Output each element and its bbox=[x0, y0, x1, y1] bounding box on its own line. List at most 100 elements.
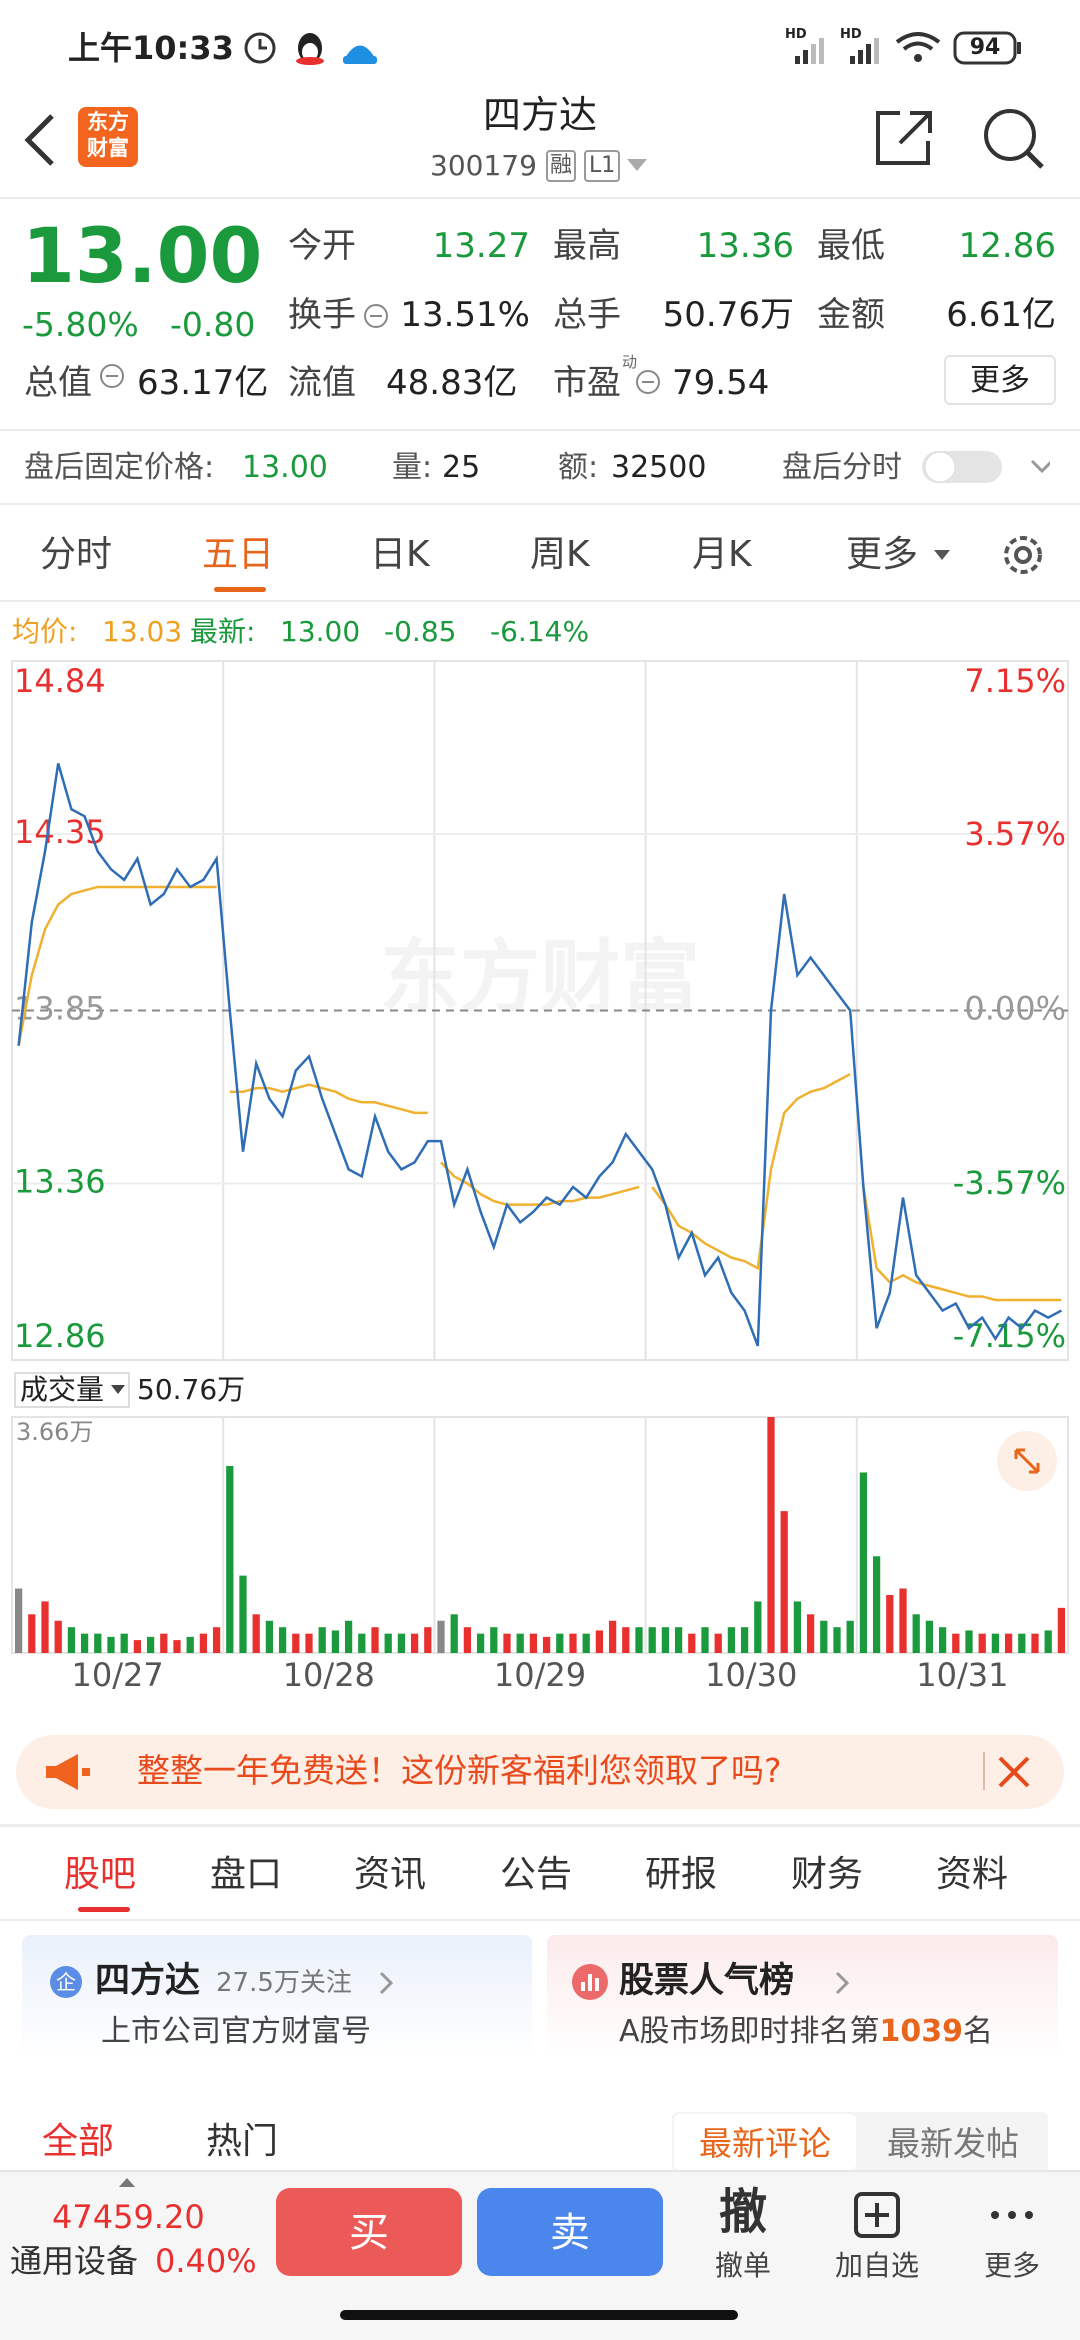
volume-bar bbox=[80, 1633, 89, 1653]
after-hours-volume: 25 bbox=[442, 450, 481, 485]
field-value: 13.27 bbox=[432, 226, 530, 266]
y2-tick-label: 0.00% bbox=[964, 990, 1066, 1028]
info-icon[interactable] bbox=[634, 368, 662, 396]
volume-bar bbox=[925, 1620, 934, 1653]
sort-option-active[interactable]: 最新评论 bbox=[699, 2124, 831, 2163]
filter-tab[interactable]: 热门 bbox=[206, 2121, 279, 2162]
y-tick-label: 13.36 bbox=[14, 1162, 106, 1200]
volume-bar bbox=[265, 1620, 274, 1653]
sell-label: 卖 bbox=[550, 2210, 590, 2256]
volume-bar bbox=[608, 1620, 617, 1653]
toggle-switch[interactable] bbox=[920, 447, 1050, 487]
content-tab[interactable]: 财务 bbox=[791, 1854, 864, 1895]
legend-avg-label: 均价: bbox=[12, 615, 78, 648]
divider bbox=[0, 503, 1080, 505]
status-time: 上午10:33 bbox=[68, 29, 234, 67]
search-button[interactable] bbox=[980, 105, 1050, 170]
after-hours-amount: 32500 bbox=[611, 450, 707, 485]
content-tab[interactable]: 资料 bbox=[936, 1854, 1009, 1895]
company-card[interactable] bbox=[22, 1935, 532, 2059]
chart-tab-active[interactable]: 五日 bbox=[202, 534, 275, 575]
banner-text: 整整一年免费送！这份新客福利您领取了吗? bbox=[137, 1751, 782, 1790]
stock-code: 300179 bbox=[430, 149, 537, 182]
y-tick-label: 12.86 bbox=[14, 1317, 106, 1355]
volume-bar bbox=[305, 1633, 313, 1653]
y-tick-label: 14.35 bbox=[14, 813, 106, 851]
sell-button[interactable] bbox=[477, 2188, 663, 2276]
share-button[interactable] bbox=[870, 105, 940, 170]
volume-bar bbox=[569, 1633, 577, 1653]
content-tab[interactable]: 研报 bbox=[645, 1854, 718, 1895]
card-meta: 27.5万关注 bbox=[216, 1968, 352, 1998]
watchlist-label[interactable]: 加自选 bbox=[834, 2249, 919, 2282]
volume-bar bbox=[793, 1601, 802, 1653]
volume-title: 成交量 bbox=[20, 1373, 105, 1406]
chart-tab[interactable]: 分时 bbox=[40, 534, 113, 575]
chart-tab[interactable]: 日K bbox=[370, 534, 430, 575]
more-label[interactable]: 更多 bbox=[983, 2249, 1040, 2282]
volume-bar bbox=[344, 1620, 353, 1653]
dropdown-caret[interactable] bbox=[625, 157, 649, 173]
watchlist-icon[interactable] bbox=[852, 2190, 902, 2240]
chart-tab[interactable]: 月K bbox=[692, 534, 752, 575]
content-tab[interactable]: 资讯 bbox=[354, 1854, 427, 1895]
volume-bar bbox=[371, 1627, 379, 1653]
volume-bar bbox=[556, 1633, 564, 1653]
y2-tick-label: -3.57% bbox=[953, 1164, 1066, 1202]
x-tick-label: 10/28 bbox=[283, 1656, 375, 1694]
volume-bar bbox=[965, 1630, 973, 1653]
after-hours-price: 13.00 bbox=[242, 450, 328, 485]
tab-underline bbox=[214, 587, 266, 592]
more-button[interactable] bbox=[944, 355, 1056, 405]
status-hd: HD bbox=[840, 27, 862, 42]
content-tab-active[interactable]: 股吧 bbox=[64, 1854, 137, 1895]
close-button[interactable] bbox=[996, 1754, 1032, 1790]
cancel-label[interactable]: 撤单 bbox=[714, 2249, 771, 2282]
x-tick-label: 10/29 bbox=[494, 1656, 586, 1694]
volume-selector[interactable] bbox=[14, 1372, 130, 1408]
dropdown-caret bbox=[111, 1385, 125, 1394]
field-label: 最高 bbox=[553, 226, 621, 266]
legend-last: 13.00 bbox=[280, 615, 361, 648]
field-value: 50.76万 bbox=[662, 295, 794, 335]
expand-button[interactable] bbox=[996, 1430, 1058, 1492]
content-tab[interactable]: 公告 bbox=[500, 1854, 573, 1895]
volume-bar bbox=[648, 1627, 656, 1653]
field-value: 12.86 bbox=[958, 226, 1056, 266]
volume-bar bbox=[754, 1601, 762, 1653]
legend-avg: 13.03 bbox=[102, 615, 183, 648]
volume-bar bbox=[701, 1627, 709, 1653]
content-tab[interactable]: 盘口 bbox=[210, 1854, 283, 1895]
volume-bar bbox=[1018, 1633, 1026, 1653]
card-title: 股票人气榜 bbox=[619, 1961, 795, 2001]
volume-bar bbox=[529, 1633, 538, 1653]
y2-tick-label: 7.15% bbox=[964, 662, 1066, 700]
volume-bar bbox=[661, 1627, 670, 1653]
info-icon[interactable] bbox=[362, 302, 390, 330]
volume-bar bbox=[767, 1417, 775, 1653]
settings-button[interactable] bbox=[996, 528, 1050, 582]
volume-bar bbox=[674, 1627, 683, 1653]
chart-tab[interactable]: 更多 bbox=[846, 534, 919, 575]
ranking-card[interactable] bbox=[547, 1935, 1058, 2059]
chart-tab[interactable]: 周K bbox=[530, 534, 590, 575]
promo-banner[interactable] bbox=[16, 1735, 1064, 1809]
after-hours-label: 额: bbox=[558, 450, 599, 485]
sort-option[interactable]: 最新发帖 bbox=[887, 2124, 1019, 2163]
field-value: 48.83亿 bbox=[386, 363, 518, 403]
volume-bar bbox=[186, 1636, 194, 1653]
buy-button[interactable] bbox=[276, 2188, 462, 2276]
tab-underline bbox=[78, 1907, 130, 1912]
volume-bar bbox=[886, 1594, 894, 1653]
back-button[interactable] bbox=[20, 110, 60, 170]
volume-bar bbox=[806, 1614, 815, 1653]
x-tick-label: 10/27 bbox=[71, 1656, 163, 1694]
more-icon[interactable] bbox=[987, 2200, 1037, 2230]
filter-tab-active[interactable]: 全部 bbox=[42, 2121, 115, 2162]
volume-bar bbox=[1057, 1607, 1066, 1653]
volume-bar bbox=[1031, 1633, 1039, 1653]
volume-bar bbox=[582, 1633, 590, 1653]
info-icon[interactable] bbox=[98, 362, 126, 390]
cancel-icon[interactable]: 撤 bbox=[718, 2184, 767, 2240]
